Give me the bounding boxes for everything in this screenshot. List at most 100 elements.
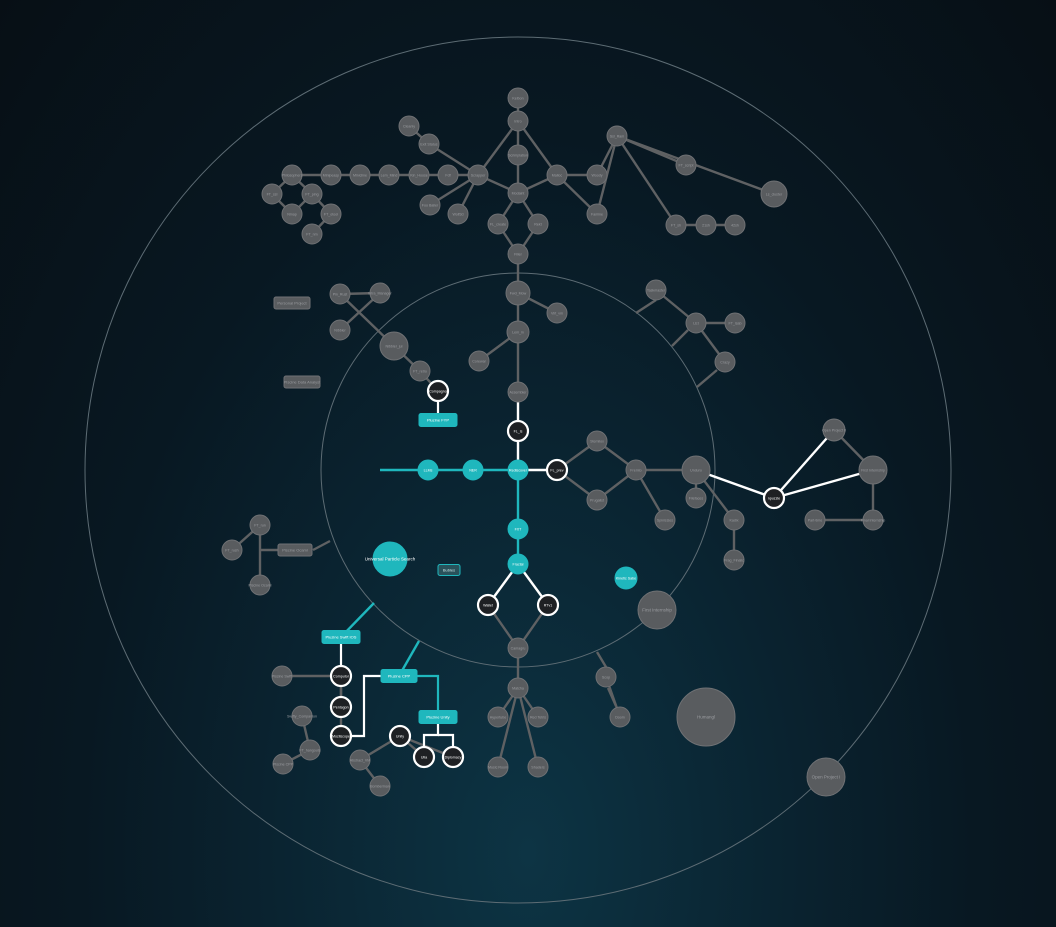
node-n24[interactable]: Cleanly — [398, 115, 420, 137]
node-n56[interactable]: FT_run — [249, 514, 271, 536]
box-plinko_left[interactable]: Pluzine Swift IOS — [321, 630, 361, 644]
node-n30[interactable]: Minicline — [349, 164, 371, 186]
node-n73-circle[interactable] — [676, 687, 736, 747]
node-n46-circle[interactable] — [724, 214, 746, 236]
node-n2[interactable]: Intro — [507, 110, 529, 132]
node-n73[interactable]: Humangl — [676, 687, 736, 747]
node-compagno-circle[interactable] — [426, 379, 450, 403]
node-n43-circle[interactable] — [760, 180, 788, 208]
node-n31[interactable]: Minipeasp — [320, 164, 342, 186]
node-n26-circle[interactable] — [447, 203, 469, 225]
node-n19-circle[interactable] — [723, 509, 745, 531]
node-n51-circle[interactable] — [329, 283, 351, 305]
node-n5[interactable]: FL_create — [487, 213, 509, 235]
node-unl_2[interactable]: Pentagon — [329, 695, 353, 719]
node-n45-circle[interactable] — [695, 214, 717, 236]
box-b3[interactable]: Piscine Ocaml — [277, 543, 313, 557]
node-n63[interactable]: Abstract_VM — [349, 749, 371, 771]
node-n6-circle[interactable] — [527, 213, 549, 235]
node-n23[interactable]: Exit Status — [418, 133, 440, 155]
node-n32-circle[interactable] — [281, 164, 303, 186]
node-n49-circle[interactable] — [724, 312, 746, 334]
node-n40[interactable]: Famine — [586, 203, 608, 225]
node-n77[interactable]: Part-time — [804, 509, 826, 531]
node-n17[interactable]: Filefaces — [685, 487, 707, 509]
node-wallet[interactable]: Wallet — [476, 593, 500, 617]
node-n7-circle[interactable] — [507, 243, 529, 265]
node-n76[interactable]: First Internship — [858, 455, 888, 485]
node-n49[interactable]: FT_lsab — [724, 312, 746, 334]
node-n42-circle[interactable] — [675, 154, 697, 176]
node-unl_1-circle[interactable] — [329, 664, 353, 688]
node-unl_7[interactable]: npuzzle — [762, 486, 786, 510]
node-n40-circle[interactable] — [586, 203, 608, 225]
node-n57-circle[interactable] — [221, 539, 243, 561]
node-n62-circle[interactable] — [272, 753, 294, 775]
node-teal_right-circle[interactable] — [614, 566, 638, 590]
node-unl_2-circle[interactable] — [329, 695, 353, 719]
node-n76-circle[interactable] — [858, 455, 888, 485]
node-n54[interactable]: Nibbler_jul — [379, 331, 409, 361]
node-n61[interactable]: FT_hangouts — [299, 739, 321, 761]
node-n75[interactable]: Open Project II — [822, 418, 846, 442]
node-n67[interactable]: Hypertube — [487, 706, 509, 728]
node-n44[interactable]: FT_sh — [665, 214, 687, 236]
node-n58-circle[interactable] — [249, 574, 271, 596]
node-n66-circle[interactable] — [507, 677, 529, 699]
box-b2[interactable]: Piscine Data Analyst — [283, 375, 321, 389]
node-n34-circle[interactable] — [301, 183, 323, 205]
node-n39[interactable]: Woody — [586, 164, 608, 186]
node-llm-circle[interactable] — [417, 459, 439, 481]
node-n69[interactable]: Music Room — [487, 756, 509, 778]
node-n66[interactable]: Matcha — [507, 677, 529, 699]
node-n53[interactable]: Nibbler — [329, 319, 351, 341]
box-ts_btn[interactable]: Bubles — [437, 564, 461, 576]
node-n42[interactable]: FT_script — [675, 154, 697, 176]
node-n77-circle[interactable] — [804, 509, 826, 531]
node-n46[interactable]: 42sh — [724, 214, 746, 236]
node-n17-circle[interactable] — [685, 487, 707, 509]
node-unl_3-circle[interactable] — [329, 724, 353, 748]
node-teal_center-circle[interactable] — [372, 541, 408, 577]
box-b3-rect[interactable] — [277, 543, 313, 557]
node-n4[interactable]: Modaint — [507, 182, 529, 204]
node-n47[interactable]: Taskmaster — [645, 279, 667, 301]
node-n16-circle[interactable] — [681, 455, 711, 485]
node-n11-circle[interactable] — [507, 381, 529, 403]
node-n72-circle[interactable] — [609, 706, 631, 728]
node-n74[interactable]: Open Project I — [806, 757, 846, 797]
node-fl_prev-circle[interactable] — [545, 458, 569, 482]
box-plinko_cpp-rect[interactable] — [380, 669, 418, 683]
node-n33[interactable]: FT_ssl — [261, 183, 283, 205]
node-wallet-circle[interactable] — [476, 593, 500, 617]
node-n18-circle[interactable] — [654, 509, 676, 531]
node-n38[interactable]: Malloc — [546, 164, 568, 186]
node-n43[interactable]: Ls_cluster — [760, 180, 788, 208]
node-n58[interactable]: Piscine Ocaml — [249, 574, 272, 596]
node-fl_prev[interactable]: FL_prev — [545, 458, 569, 482]
node-n47-circle[interactable] — [645, 279, 667, 301]
node-n12-circle[interactable] — [546, 302, 568, 324]
node-n30-circle[interactable] — [349, 164, 371, 186]
box-plinko_unity[interactable]: Pluzine Unity — [418, 710, 458, 724]
node-n15[interactable]: Fremto — [625, 459, 647, 481]
node-n14[interactable]: Prugalist — [586, 489, 608, 511]
node-n10-circle[interactable] — [468, 350, 490, 372]
node-n68-circle[interactable] — [527, 706, 549, 728]
node-n78[interactable]: Final Internship — [861, 509, 886, 531]
node-n69-circle[interactable] — [487, 756, 509, 778]
node-n36[interactable]: FT_otool — [320, 203, 342, 225]
node-n60-circle[interactable] — [291, 705, 313, 727]
node-n37-circle[interactable] — [301, 223, 323, 245]
node-n9-circle[interactable] — [506, 320, 530, 344]
box-plinko_left-rect[interactable] — [321, 630, 361, 644]
node-fxt[interactable]: FXT — [507, 518, 529, 540]
node-n11[interactable]: Assembler — [507, 381, 529, 403]
node-n6[interactable]: Rekt — [527, 213, 549, 235]
node-n22[interactable]: Scrapper — [467, 164, 489, 186]
box-plinko_cpp[interactable]: Pluzine CPP — [380, 669, 418, 683]
node-n32[interactable]: Philosophers — [281, 164, 303, 186]
node-fractal[interactable]: Fractal — [507, 553, 529, 575]
node-unl_4-circle[interactable] — [388, 724, 412, 748]
node-n63-circle[interactable] — [349, 749, 371, 771]
